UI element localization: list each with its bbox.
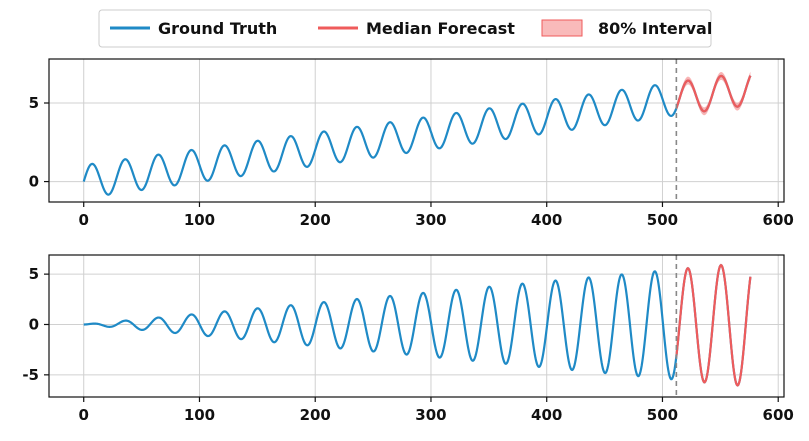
top-median-forecast-line bbox=[675, 74, 752, 113]
top-x-ticks: 0 100 200 300 400 500 600 bbox=[79, 202, 794, 229]
x-tick-label: 100 bbox=[184, 211, 215, 229]
y-tick-label: 0 bbox=[29, 315, 39, 333]
bottom-axes-frame bbox=[48, 254, 785, 398]
x-tick-label: 200 bbox=[300, 211, 331, 229]
x-tick-label: 400 bbox=[531, 211, 562, 229]
bottom-x-ticks: 0 100 200 300 400 500 600 bbox=[79, 397, 794, 424]
x-tick-label: 0 bbox=[79, 211, 89, 229]
x-tick-label: 500 bbox=[647, 211, 678, 229]
y-tick-label: 0 bbox=[29, 173, 39, 191]
x-tick-label: 300 bbox=[415, 406, 446, 424]
x-tick-label: 600 bbox=[763, 211, 794, 229]
x-tick-label: 400 bbox=[531, 406, 562, 424]
x-tick-label: 300 bbox=[415, 211, 446, 229]
legend-swatch-80-interval bbox=[541, 19, 583, 37]
legend-label-median-forecast: Median Forecast bbox=[366, 19, 515, 38]
legend: Ground Truth Median Forecast 80% Interva… bbox=[98, 9, 712, 48]
x-tick-label: 0 bbox=[79, 406, 89, 424]
y-tick-label: -5 bbox=[22, 366, 39, 384]
bottom-subplot: 0 100 200 300 400 500 600 -5 0 5 bbox=[22, 254, 794, 424]
top-subplot: 0 100 200 300 400 500 600 05 bbox=[29, 58, 794, 229]
x-tick-label: 100 bbox=[184, 406, 215, 424]
x-tick-label: 600 bbox=[763, 406, 794, 424]
top-axes-frame bbox=[48, 58, 785, 203]
bottom-median-forecast-line bbox=[675, 263, 752, 387]
x-tick-label: 200 bbox=[300, 406, 331, 424]
bottom-y-ticks: -5 0 5 bbox=[22, 265, 49, 384]
y-tick-label: 5 bbox=[29, 94, 39, 112]
top-y-ticks: 05 bbox=[29, 94, 49, 191]
legend-label-80-interval: 80% Interval bbox=[598, 19, 712, 38]
bottom-ground-truth-line bbox=[83, 263, 752, 387]
legend-label-ground-truth: Ground Truth bbox=[158, 19, 277, 38]
y-tick-label: 5 bbox=[29, 265, 39, 283]
top-ground-truth-line bbox=[82, 74, 752, 196]
x-tick-label: 500 bbox=[647, 406, 678, 424]
legend-box bbox=[98, 9, 712, 48]
